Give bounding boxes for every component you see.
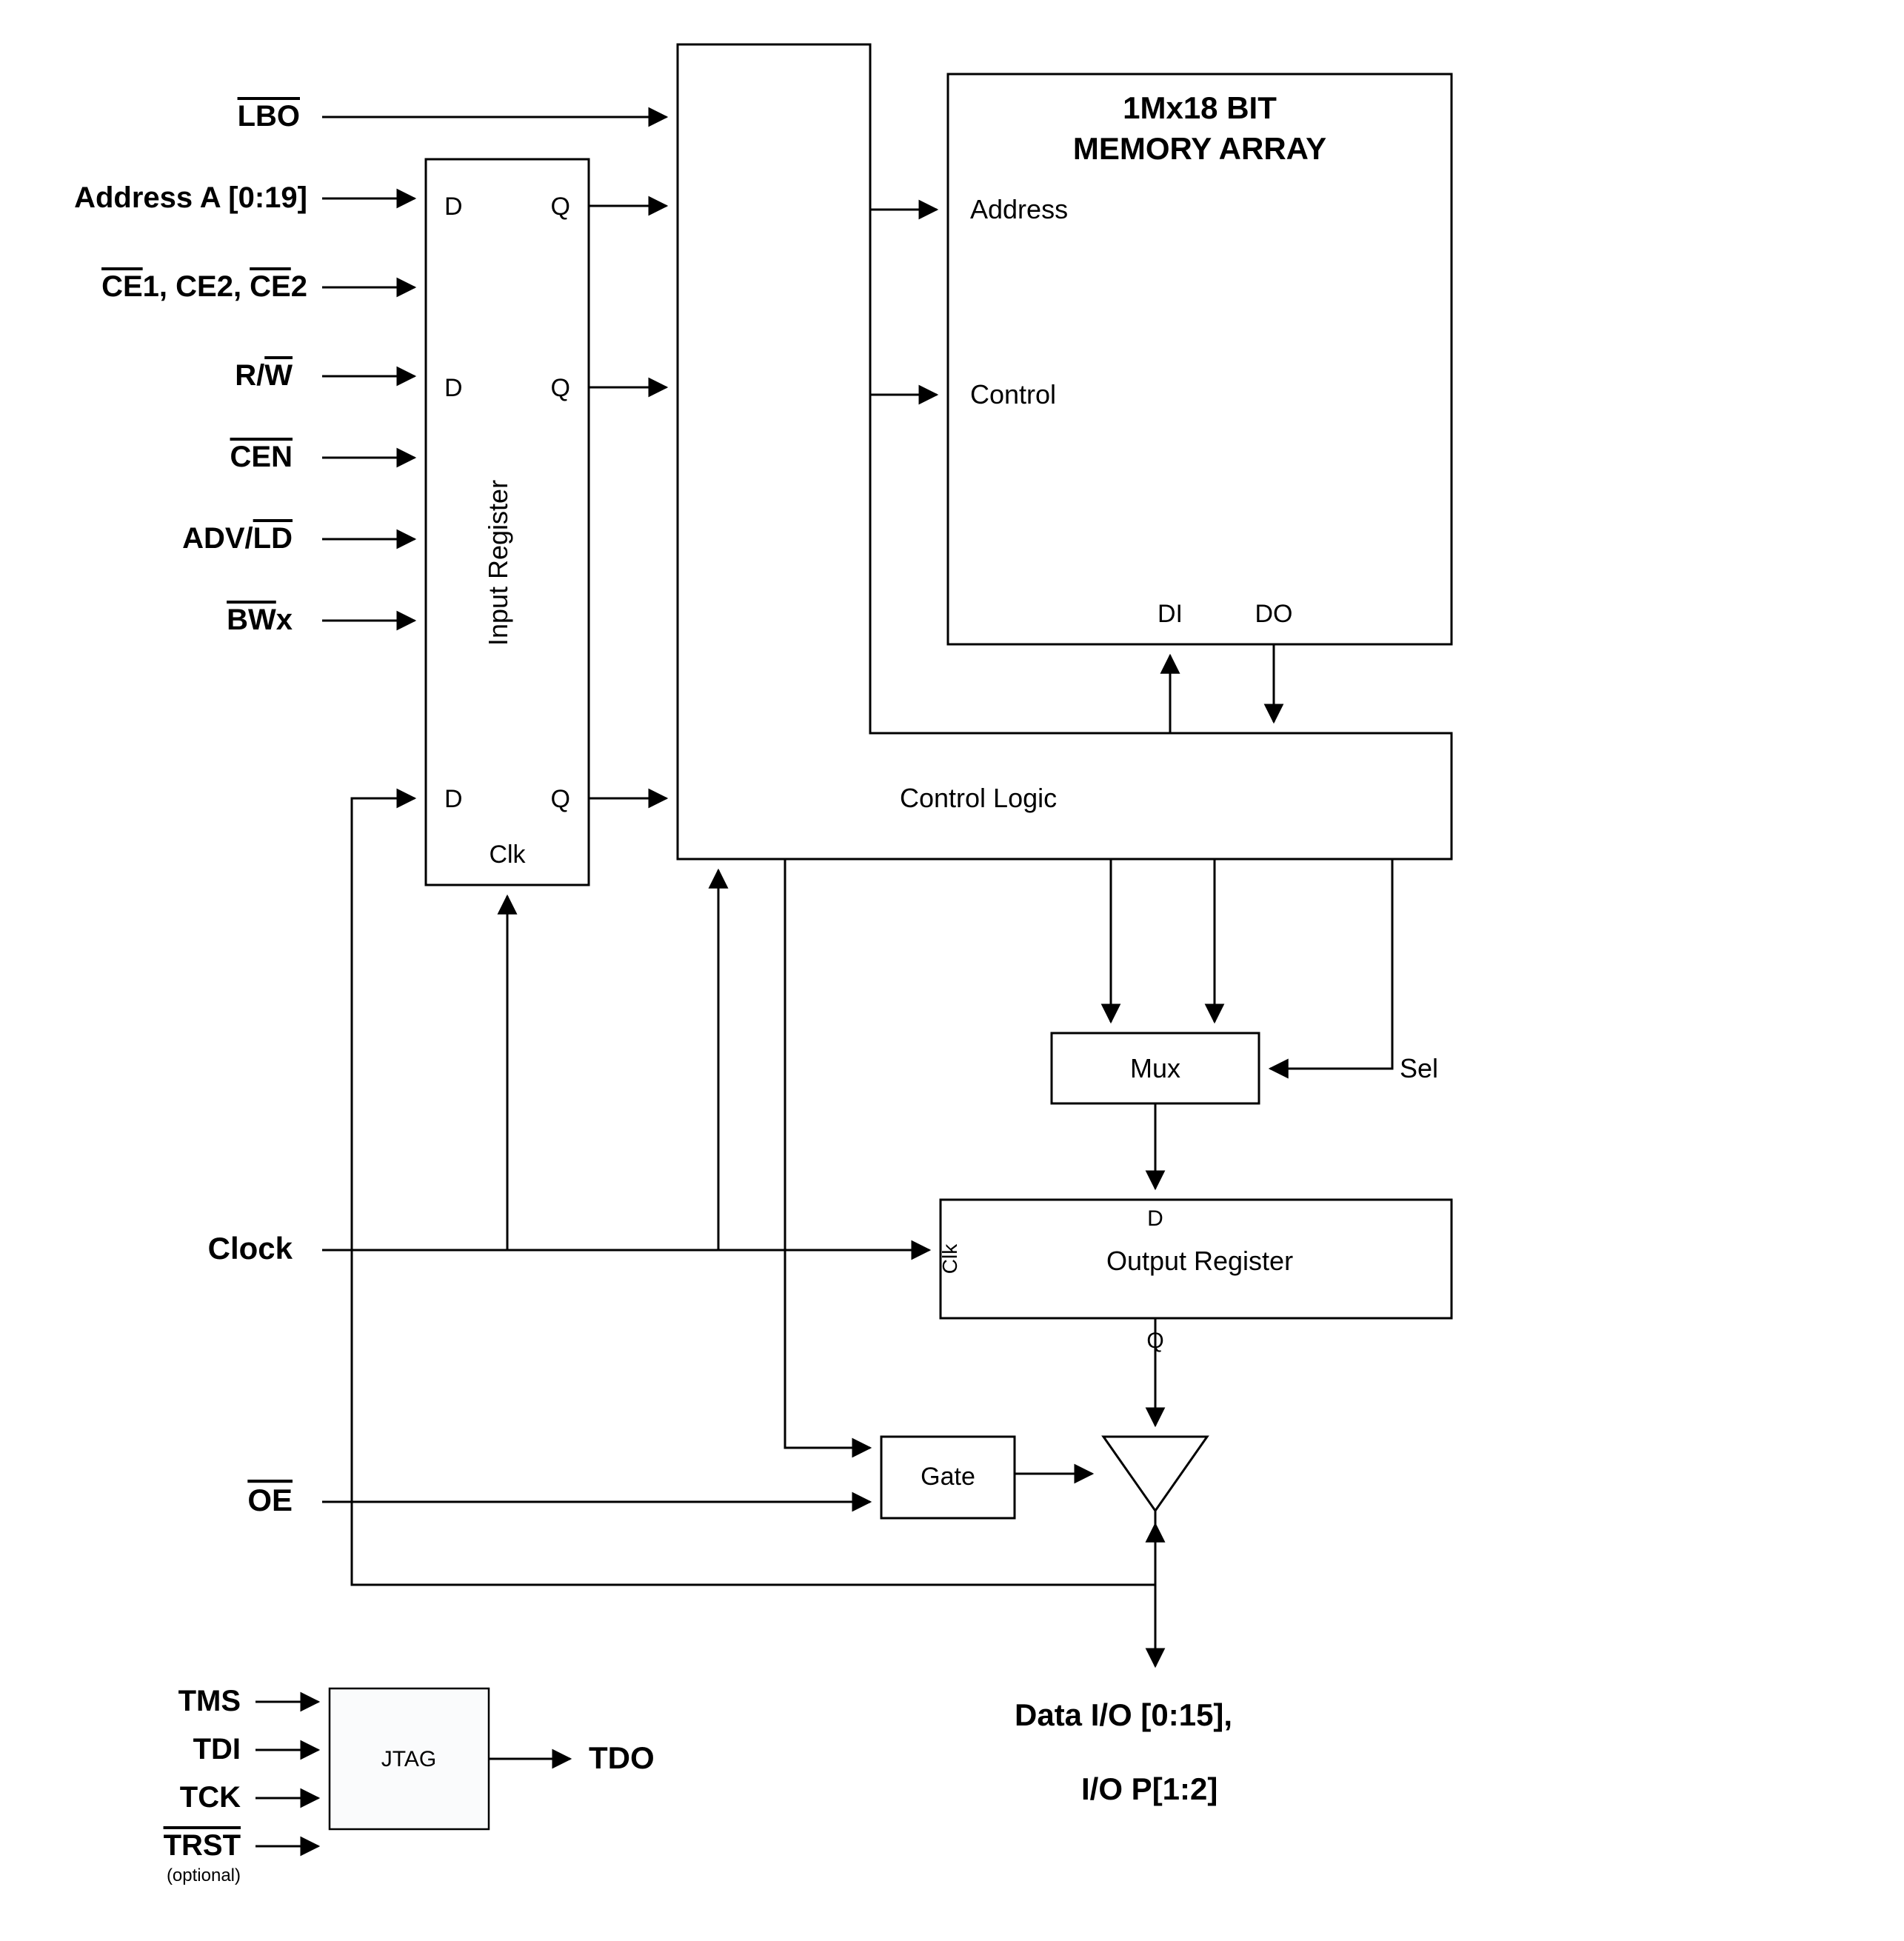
dataio-label-2: I/O P[1:2] [1081, 1771, 1217, 1806]
svg-text:1Mx18 BIT: 1Mx18 BIT [1123, 90, 1277, 125]
svg-text:Gate: Gate [921, 1463, 975, 1491]
clock-label: Clock [208, 1231, 293, 1266]
svg-text:Q: Q [551, 193, 570, 221]
svg-text:MEMORY ARRAY: MEMORY ARRAY [1073, 131, 1326, 166]
svg-text:D: D [444, 193, 463, 221]
input-register-title: Input Register [483, 480, 513, 646]
ctl-to-gate [785, 859, 870, 1448]
svg-text:(optional): (optional) [167, 1865, 241, 1885]
svg-text:Clk: Clk [938, 1243, 961, 1274]
svg-text:Control: Control [970, 379, 1056, 410]
dataio-label-1: Data I/O [0:15], [1015, 1697, 1232, 1732]
svg-text:D: D [444, 785, 463, 813]
svg-text:Mux: Mux [1130, 1053, 1180, 1083]
svg-text:TMS: TMS [178, 1685, 241, 1717]
svg-text:TDI: TDI [193, 1733, 241, 1765]
lbo-label: LBO [238, 100, 300, 133]
svg-text:DO: DO [1255, 600, 1293, 628]
svg-text:Address: Address [970, 194, 1068, 224]
control-logic-label: Control Logic [900, 783, 1057, 813]
rw-label: R/W [235, 359, 293, 392]
svg-text:Sel: Sel [1400, 1053, 1438, 1083]
svg-text:TDO: TDO [589, 1740, 655, 1775]
oe-label: OE [247, 1483, 293, 1517]
svg-text:D: D [1147, 1206, 1163, 1231]
cen-label: CEN [230, 441, 293, 473]
adv-label: ADV/LD [182, 522, 293, 555]
svg-text:Clk: Clk [489, 841, 526, 869]
ce-label: CE1, CE2, CE2 [101, 270, 307, 303]
dataio-feedback [352, 798, 1155, 1585]
svg-text:Q: Q [551, 785, 570, 813]
sel-wire [1270, 859, 1392, 1069]
tristate-buffer [1103, 1437, 1207, 1511]
svg-text:Q: Q [551, 374, 570, 402]
svg-text:JTAG: JTAG [381, 1747, 436, 1771]
bw-label: BWx [227, 604, 293, 636]
address-label: Address A [0:19] [74, 181, 307, 214]
svg-text:DI: DI [1158, 600, 1183, 628]
svg-text:TCK: TCK [180, 1781, 241, 1814]
block-diagram: LBO Address A [0:19] CE1, CE2, CE2 R/W C… [0, 0, 1904, 1941]
svg-text:Output Register: Output Register [1106, 1246, 1293, 1276]
svg-text:TRST: TRST [164, 1829, 241, 1862]
svg-text:D: D [444, 374, 463, 402]
